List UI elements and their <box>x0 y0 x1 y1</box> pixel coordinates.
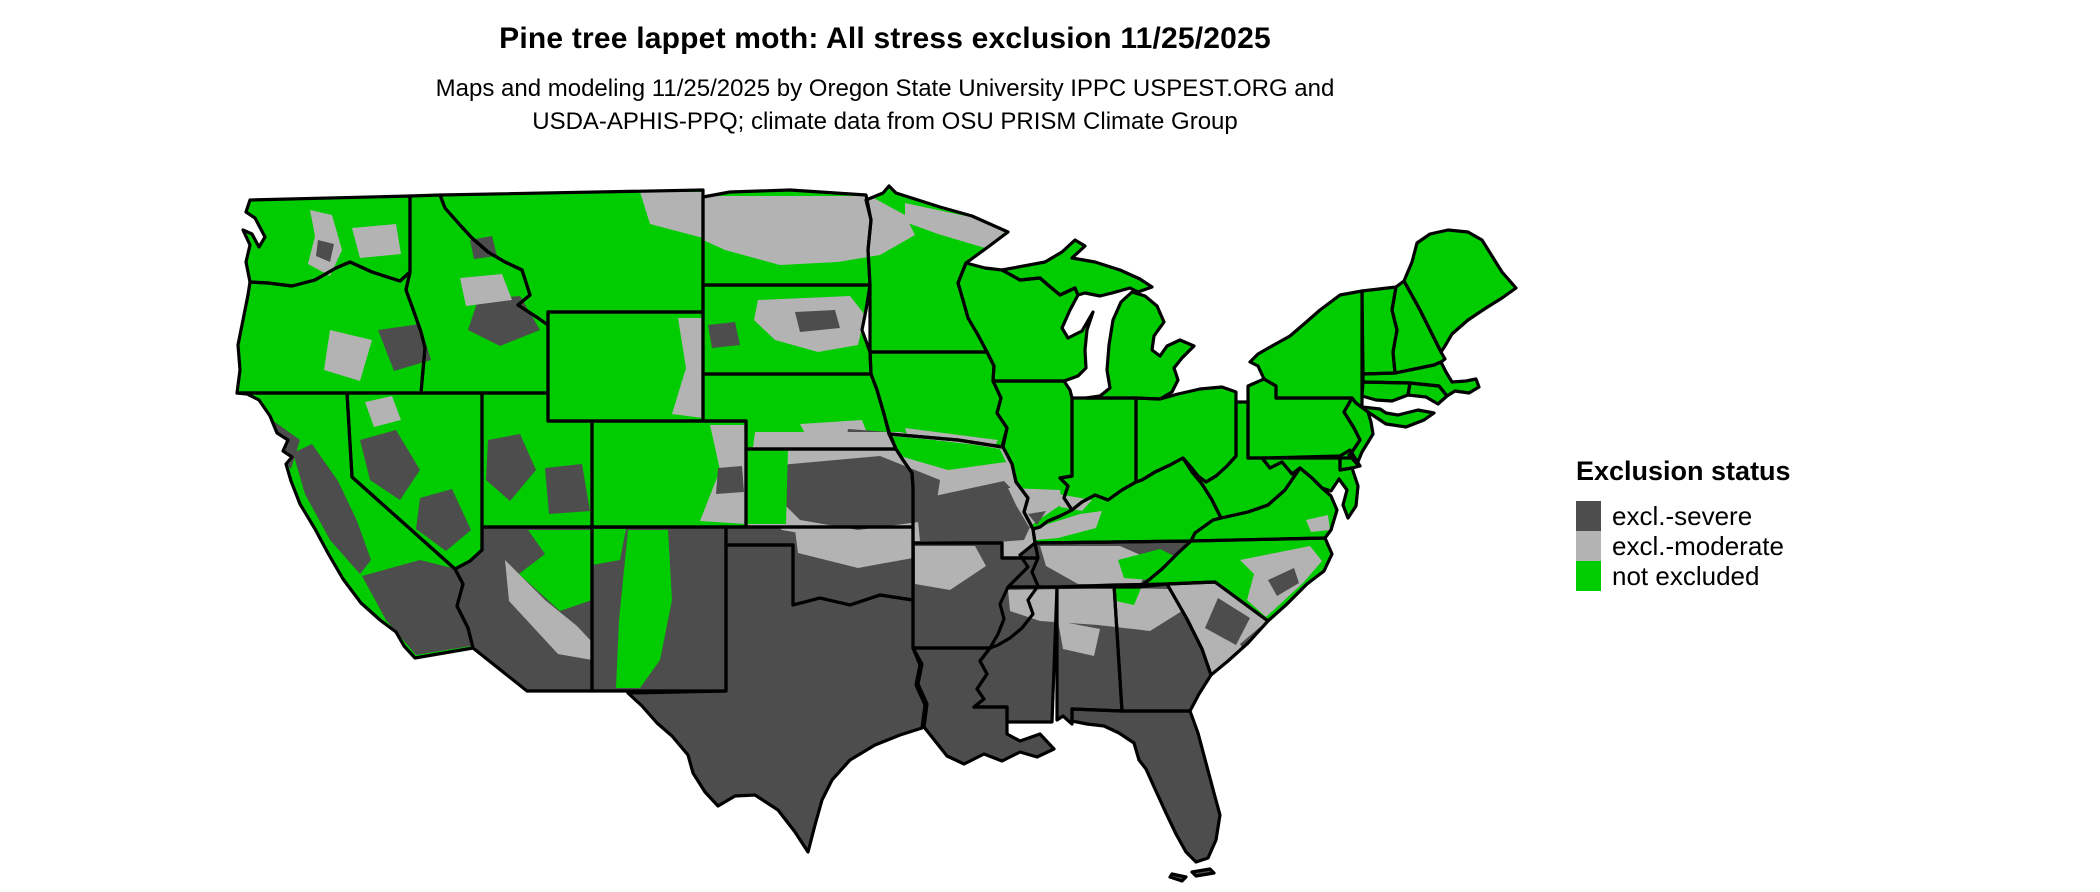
status-patch-28 <box>1205 598 1250 645</box>
state-fill-DE <box>1340 450 1360 470</box>
legend-swatch-not_excluded <box>1576 561 1601 591</box>
state-fill-MI-UP <box>1002 240 1152 296</box>
status-patch-12 <box>776 456 940 530</box>
legend-swatch-severe <box>1576 501 1601 531</box>
map-subtitle-line1: Maps and modeling 11/25/2025 by Oregon S… <box>435 75 1335 102</box>
legend-item-not_excluded: not excluded <box>1576 561 1791 591</box>
state-border-NY <box>1248 289 1436 429</box>
map-subtitle: Maps and modeling 11/25/2025 by Oregon S… <box>100 72 1670 138</box>
state-fill-IN <box>1060 398 1136 510</box>
state-fill-OR <box>237 262 425 393</box>
status-patch-25 <box>1008 588 1182 631</box>
state-fill-WV <box>1183 402 1300 518</box>
state-fill-WY <box>548 312 703 421</box>
status-patch-42 <box>505 560 592 660</box>
legend-item-severe: excl.-severe <box>1576 501 1791 531</box>
legend-label-moderate: excl.-moderate <box>1612 530 1784 561</box>
state-fill-MD <box>1262 456 1358 518</box>
legend-items: excl.-severe excl.-moderate not excluded <box>1576 501 1791 591</box>
status-patch-37 <box>416 489 471 551</box>
state-fill-NY <box>1250 291 1434 427</box>
status-patch-41 <box>519 530 592 611</box>
status-patch-16 <box>916 481 1030 542</box>
state-border-MI <box>1084 290 1196 401</box>
state-border-FL-KEYS-2 <box>1190 867 1216 878</box>
status-patch-27 <box>1115 588 1141 605</box>
status-patch-14 <box>795 530 913 568</box>
state-fill-RI <box>1408 383 1447 404</box>
state-border-MI-UP <box>1000 238 1154 298</box>
state-border-FL-KEYS-1 <box>1168 872 1188 883</box>
status-patch-38 <box>365 396 401 427</box>
status-patch-31 <box>1268 568 1299 596</box>
status-patch-23 <box>1118 549 1176 580</box>
status-patch-39 <box>486 434 536 501</box>
state-fill-MS <box>974 587 1057 722</box>
legend-swatch-moderate <box>1576 531 1601 561</box>
legend-item-moderate: excl.-moderate <box>1576 531 1791 561</box>
status-patch-6 <box>672 318 703 418</box>
state-fill-TX <box>628 545 925 852</box>
status-patch-0 <box>700 196 915 265</box>
status-patch-18 <box>1008 488 1062 527</box>
status-patch-34 <box>362 560 471 655</box>
state-borders <box>235 184 1518 883</box>
state-border-MS <box>972 585 1059 724</box>
state-fill-IA <box>870 352 1007 447</box>
legend-label-severe: excl.-severe <box>1612 500 1753 531</box>
status-patch-3 <box>795 310 840 332</box>
status-patch-19 <box>1028 511 1046 525</box>
status-patch-45 <box>378 324 431 371</box>
state-fill-CO <box>592 421 746 527</box>
state-fill-CT <box>1362 382 1410 401</box>
state-fill-NJ <box>1344 398 1373 464</box>
status-patch-40 <box>545 464 590 514</box>
state-fill-MT <box>440 190 703 325</box>
status-patch-51 <box>460 274 512 306</box>
status-patch-5 <box>640 192 703 238</box>
status-patch-8 <box>716 466 744 494</box>
status-patch-4 <box>708 322 740 348</box>
state-fill-WI <box>958 263 1093 381</box>
status-patch-13 <box>746 448 788 524</box>
state-fill-VA <box>1191 468 1337 541</box>
status-patch-48 <box>316 240 334 262</box>
state-fill-OH <box>1136 387 1236 482</box>
state-border-FL <box>1070 707 1222 864</box>
status-patch-24 <box>915 546 986 590</box>
status-patch-15 <box>889 436 1006 470</box>
page-title: Pine tree lappet moth: All stress exclus… <box>499 22 1271 55</box>
status-patch-49 <box>352 224 401 258</box>
legend-label-not_excluded: not excluded <box>1612 560 1760 591</box>
state-fill-ME <box>1404 230 1516 352</box>
status-patch-36 <box>360 430 420 500</box>
state-fill-LA <box>913 648 1054 764</box>
state-fill-VT <box>1362 287 1397 374</box>
status-patch-43 <box>616 530 672 688</box>
state-fill-NH <box>1392 281 1445 373</box>
state-fill-MI <box>1086 292 1194 399</box>
status-patches <box>266 192 1330 688</box>
status-patch-32 <box>1306 515 1330 532</box>
map-subtitle-line2: USDA-APHIS-PPQ; climate data from OSU PR… <box>532 108 1238 135</box>
status-patch-20 <box>1058 494 1092 511</box>
state-border-ME <box>1402 228 1518 354</box>
state-fill-MA <box>1363 362 1479 396</box>
status-patch-44 <box>592 529 626 565</box>
title-block: Pine tree lappet moth: All stress exclus… <box>100 22 1670 138</box>
status-patch-1 <box>905 203 1005 248</box>
state-border-DE <box>1338 448 1362 472</box>
legend: Exclusion status excl.-severe excl.-moder… <box>1576 456 1791 591</box>
status-patch-46 <box>324 330 372 381</box>
status-patch-33 <box>293 444 371 574</box>
legend-title: Exclusion status <box>1576 456 1791 486</box>
status-patch-26 <box>1058 621 1100 656</box>
status-patch-21 <box>1032 511 1102 540</box>
state-border-TX <box>626 543 927 854</box>
state-fill-FL <box>1072 709 1220 862</box>
